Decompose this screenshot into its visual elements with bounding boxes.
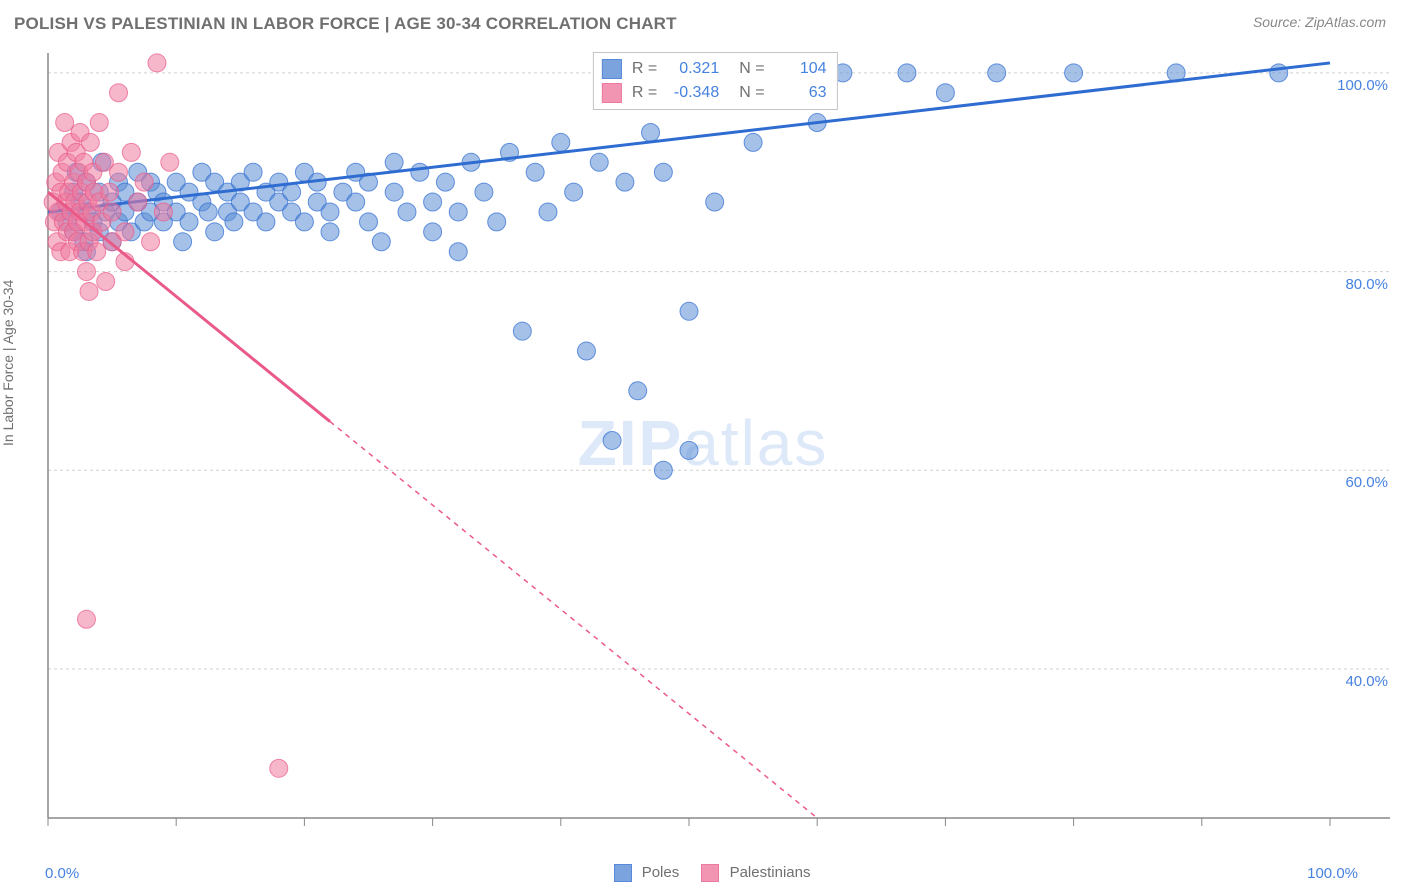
legend-swatch-poles-icon	[614, 864, 632, 882]
stats-legend-box: R = 0.321 N = 104 R = -0.348 N = 63	[593, 52, 838, 110]
n-value: 104	[771, 57, 827, 81]
source-attribution: Source: ZipAtlas.com	[1253, 14, 1386, 30]
n-label: N =	[739, 57, 764, 81]
legend-label-poles: Poles	[642, 864, 680, 881]
poles-swatch-icon	[602, 59, 622, 79]
legend-label-palestinians: Palestinians	[730, 864, 811, 881]
n-label: N =	[739, 81, 764, 105]
scatter-chart	[40, 48, 1390, 844]
bottom-legend: Poles Palestinians	[0, 864, 1406, 882]
y-axis-label: In Labor Force | Age 30-34	[0, 280, 16, 446]
stats-row-poles: R = 0.321 N = 104	[602, 57, 827, 81]
y-tick-label: 100.0%	[1337, 77, 1388, 94]
legend-swatch-palestinians-icon	[701, 864, 719, 882]
palestinians-swatch-icon	[602, 83, 622, 103]
y-tick-label: 60.0%	[1345, 474, 1388, 491]
y-tick-label: 40.0%	[1345, 673, 1388, 690]
y-tick-label: 80.0%	[1345, 276, 1388, 293]
chart-area	[40, 48, 1392, 844]
r-value: 0.321	[663, 57, 719, 81]
n-value: 63	[771, 81, 827, 105]
r-value: -0.348	[663, 81, 719, 105]
r-label: R =	[632, 81, 657, 105]
stats-row-palestinians: R = -0.348 N = 63	[602, 81, 827, 105]
r-label: R =	[632, 57, 657, 81]
chart-title: POLISH VS PALESTINIAN IN LABOR FORCE | A…	[14, 14, 677, 34]
